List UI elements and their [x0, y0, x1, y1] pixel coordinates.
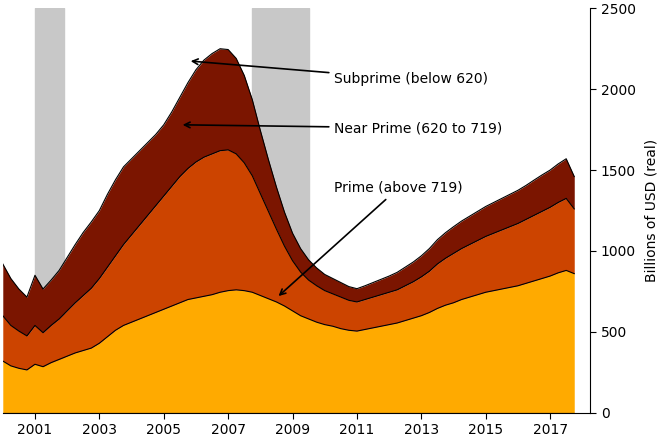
Text: Prime (above 719): Prime (above 719)	[280, 181, 463, 295]
Bar	[253, 8, 309, 413]
Y-axis label: Billions of USD (real): Billions of USD (real)	[644, 139, 658, 282]
Text: Near Prime (620 to 719): Near Prime (620 to 719)	[184, 121, 502, 135]
Text: Subprime (below 620): Subprime (below 620)	[192, 59, 488, 87]
Bar	[35, 8, 64, 413]
